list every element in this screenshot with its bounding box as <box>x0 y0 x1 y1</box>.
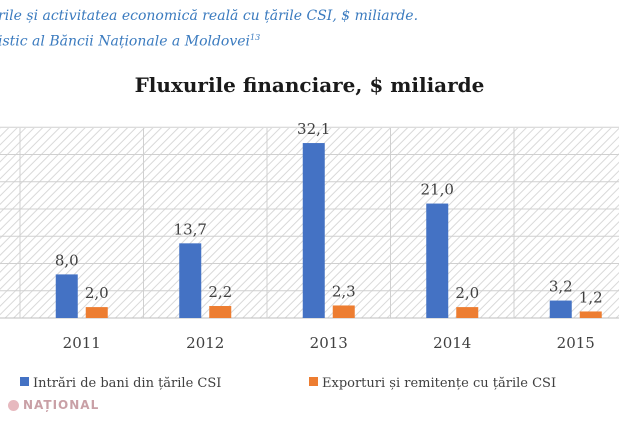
footnote-mark: 13 <box>250 33 261 42</box>
data-label: 2,3 <box>332 282 356 300</box>
data-label: 2,0 <box>85 284 109 302</box>
data-label: 8,0 <box>55 251 79 269</box>
caption-line-2-text: istic al Băncii Naționale a Moldovei <box>0 33 251 50</box>
bar-exporturi-2013 <box>332 305 355 318</box>
bar-exporturi-2012 <box>209 306 232 318</box>
watermark-logo: NAȚIONAL <box>8 398 99 412</box>
bar-intrari-2013 <box>302 143 325 318</box>
figure-caption: rile și activitatea economică reală cu ț… <box>0 6 619 53</box>
x-tick-label: 2013 <box>310 334 348 352</box>
legend-entry: Intrări de bani din țările CSI <box>33 376 221 391</box>
data-label: 1,2 <box>579 288 603 306</box>
data-label: 2,0 <box>455 284 479 302</box>
bar-intrari-2011 <box>55 274 78 318</box>
bar-intrari-2012 <box>179 243 202 318</box>
caption-line-1: rile și activitatea economică reală cu ț… <box>0 8 419 24</box>
bar-exporturi-2015 <box>579 311 602 318</box>
x-tick-label: 2011 <box>63 334 101 352</box>
x-tick-label: 2015 <box>557 334 595 352</box>
bar-exporturi-2014 <box>456 307 479 318</box>
chart-title: Fluxurile financiare, $ miliarde <box>134 73 485 97</box>
bar-intrari-2014 <box>426 203 449 318</box>
logo-icon <box>8 399 19 411</box>
legend-swatch <box>309 377 318 386</box>
x-tick-label: 2012 <box>186 334 224 352</box>
watermark-text: NAȚIONAL <box>23 398 100 412</box>
data-label: 32,1 <box>297 120 330 138</box>
data-label: 2,2 <box>208 283 232 301</box>
x-tick-label: 2014 <box>433 334 471 352</box>
bar-exporturi-2011 <box>85 307 108 318</box>
data-label: 21,0 <box>421 181 454 199</box>
caption-line-2: istic al Băncii Naționale a Moldovei13 <box>0 27 619 53</box>
data-label: 13,7 <box>174 220 207 238</box>
legend-entry: Exporturi și remitențe cu țările CSI <box>322 376 556 391</box>
legend-swatch <box>20 377 29 386</box>
data-label: 3,2 <box>549 278 573 296</box>
bar-intrari-2015 <box>549 300 572 318</box>
